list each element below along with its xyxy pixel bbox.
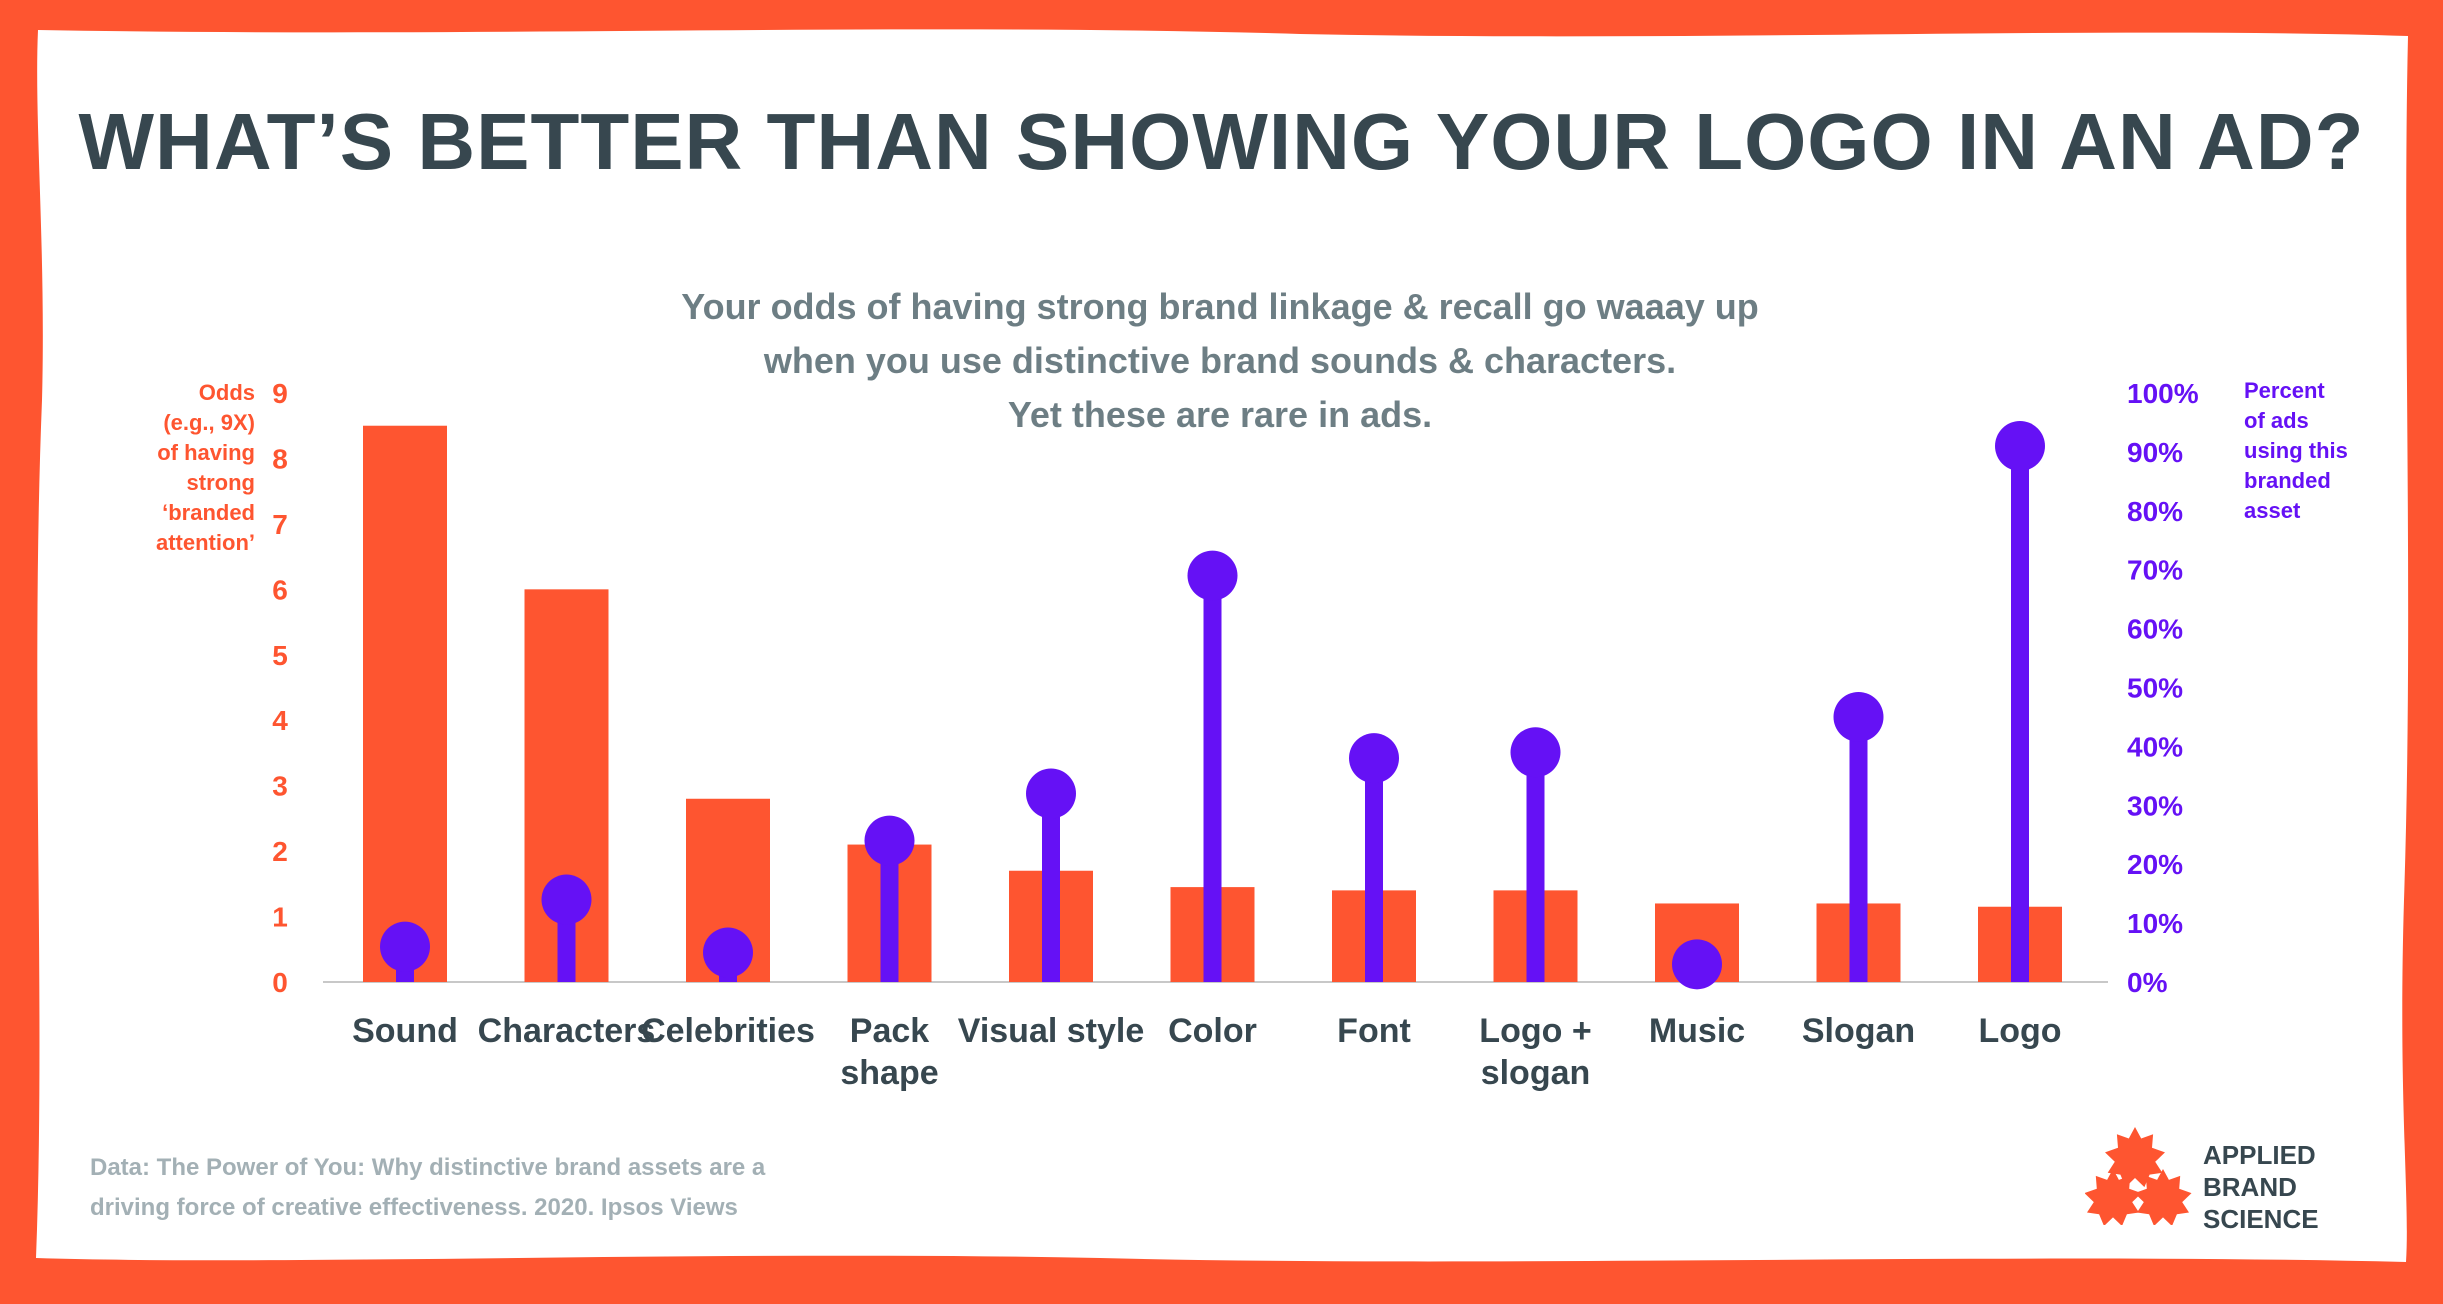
x-tick-label: Slogan xyxy=(1802,1012,1915,1050)
lollipop-dot xyxy=(1349,733,1399,784)
x-tick-label: Characters xyxy=(478,1012,656,1050)
left-axis-label-line: attention’ xyxy=(156,530,255,555)
subtitle-line: Your odds of having strong brand linkage… xyxy=(681,286,1759,327)
x-tick-label: Logo xyxy=(1978,1012,2061,1050)
source-line: driving force of creative effectiveness.… xyxy=(90,1194,738,1221)
x-tick-label: Visual style xyxy=(958,1012,1145,1050)
brand-logo: APPLIED BRAND SCIENCE xyxy=(2085,1125,2385,1234)
lollipop-dot xyxy=(1833,691,1884,742)
lollipop-dot xyxy=(1187,550,1238,601)
logo-text-line: APPLIED xyxy=(2203,1140,2316,1170)
source-note: Data: The Power of You: Why distinctive … xyxy=(90,1148,990,1228)
bar xyxy=(363,425,447,982)
right-axis-label-line: of ads xyxy=(2244,408,2309,433)
left-axis-label-line: ‘branded xyxy=(162,500,255,525)
source-line: Data: The Power of You: Why distinctive … xyxy=(90,1154,766,1181)
x-tick-label: slogan xyxy=(1481,1054,1591,1092)
right-axis-label-line: branded xyxy=(2244,468,2331,493)
left-y-tick-label: 1 xyxy=(272,902,288,933)
right-y-tick-label: 70% xyxy=(2127,555,2183,586)
logo-text-line: BRAND xyxy=(2203,1172,2297,1202)
right-axis-label-line: using this xyxy=(2244,438,2348,463)
left-axis-label-line: (e.g., 9X) xyxy=(163,410,255,435)
lollipop-dot xyxy=(864,815,915,866)
left-y-tick-label: 6 xyxy=(272,574,288,605)
left-y-tick-label: 4 xyxy=(272,705,288,736)
lollipop-dot xyxy=(541,874,592,925)
right-y-tick-label: 0% xyxy=(2127,967,2168,998)
left-axis-label-line: strong xyxy=(186,470,255,495)
right-axis-label: Percent of ads using this branded asset xyxy=(2244,376,2384,526)
right-y-tick-label: 50% xyxy=(2127,673,2183,704)
right-y-tick-label: 40% xyxy=(2127,731,2183,762)
right-axis-label-line: Percent xyxy=(2244,378,2325,403)
left-axis-label-line: of having xyxy=(157,440,255,465)
left-y-tick-label: 5 xyxy=(272,640,288,671)
x-tick-label: Font xyxy=(1337,1012,1411,1050)
right-y-tick-label: 60% xyxy=(2127,614,2183,645)
logo-text: APPLIED BRAND SCIENCE xyxy=(2203,1139,2383,1235)
right-y-tick-label: 20% xyxy=(2127,849,2183,880)
subtitle-line: Yet these are rare in ads. xyxy=(1007,394,1433,435)
logo-text-line: SCIENCE xyxy=(2203,1204,2319,1234)
x-tick-label: Celebrities xyxy=(641,1012,815,1050)
left-axis-label-line: Odds xyxy=(198,380,255,405)
lollipop-dot xyxy=(1026,768,1076,819)
lollipop-dot xyxy=(1995,421,2045,472)
right-y-tick-label: 100% xyxy=(2127,378,2199,409)
subtitle: Your odds of having strong brand linkage… xyxy=(560,280,1880,442)
left-y-tick-label: 3 xyxy=(272,771,288,802)
lollipop-dot xyxy=(1510,727,1561,778)
left-y-tick-label: 0 xyxy=(272,967,288,998)
left-axis-label: Odds (e.g., 9X) of having strong ‘brande… xyxy=(130,378,255,558)
page-title: WHAT’S BETTER THAN SHOWING YOUR LOGO IN … xyxy=(78,97,2365,186)
left-y-tick-label: 7 xyxy=(272,509,288,540)
right-y-tick-label: 30% xyxy=(2127,790,2183,821)
x-tick-label: shape xyxy=(840,1054,938,1092)
left-y-tick-label: 2 xyxy=(272,836,288,867)
right-y-tick-label: 10% xyxy=(2127,908,2183,939)
stars-icon xyxy=(2085,1127,2192,1225)
right-y-tick-label: 90% xyxy=(2127,437,2183,468)
right-axis-label-line: asset xyxy=(2244,498,2301,523)
x-tick-label: Pack xyxy=(850,1012,929,1050)
x-tick-label: Sound xyxy=(352,1012,458,1050)
lollipop-dot xyxy=(1672,939,1722,990)
x-tick-label: Music xyxy=(1649,1012,1745,1050)
x-tick-label: Color xyxy=(1168,1012,1257,1050)
x-tick-label: Logo + xyxy=(1479,1012,1591,1050)
lollipop-dot xyxy=(380,921,430,972)
left-y-tick-label: 8 xyxy=(272,443,288,474)
lollipop-dot xyxy=(703,927,753,978)
right-y-tick-label: 80% xyxy=(2127,496,2183,527)
left-y-tick-label: 9 xyxy=(272,378,288,409)
subtitle-line: when you use distinctive brand sounds & … xyxy=(763,340,1677,381)
